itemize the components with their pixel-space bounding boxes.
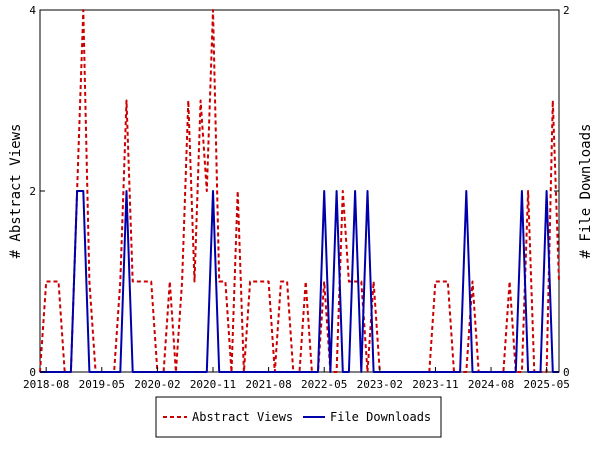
x-tick-label: 2025-05 (523, 378, 569, 391)
x-tick-label: 2024-08 (468, 378, 514, 391)
left-axis-title: # Abstract Views (8, 124, 24, 259)
right-axis-title: # File Downloads (578, 124, 594, 259)
legend-box (155, 396, 442, 438)
legend: Abstract Views File Downloads (155, 396, 442, 438)
x-tick-label: 2020-11 (190, 378, 236, 391)
x-tick-label: 2022-05 (301, 378, 347, 391)
y-left-tick-label: 4 (29, 4, 36, 17)
series-line-abstract-views (39, 9, 560, 373)
x-tick-label: 2021-08 (245, 378, 291, 391)
x-tick-label: 2020-02 (134, 378, 180, 391)
legend-label-file-downloads: File Downloads (330, 410, 431, 424)
y-right-tick-label: 2 (563, 4, 570, 17)
legend-label-abstract-views: Abstract Views (192, 410, 293, 424)
ticks-layer: 2018-08 2019-05 2020-02 2020-11 2021-08 2022-… (23, 4, 570, 391)
x-tick-label: 2018-08 (23, 378, 69, 391)
series-layer (39, 9, 560, 373)
series-line-file-downloads (40, 190, 559, 373)
x-tick-label: 2019-05 (79, 378, 125, 391)
x-tick-label: 2023-02 (357, 378, 403, 391)
x-tick-label: 2023-11 (412, 378, 458, 391)
y-right-tick-label: 0 (563, 366, 570, 379)
y-left-tick-label: 2 (29, 185, 36, 198)
y-left-tick-label: 0 (29, 366, 36, 379)
